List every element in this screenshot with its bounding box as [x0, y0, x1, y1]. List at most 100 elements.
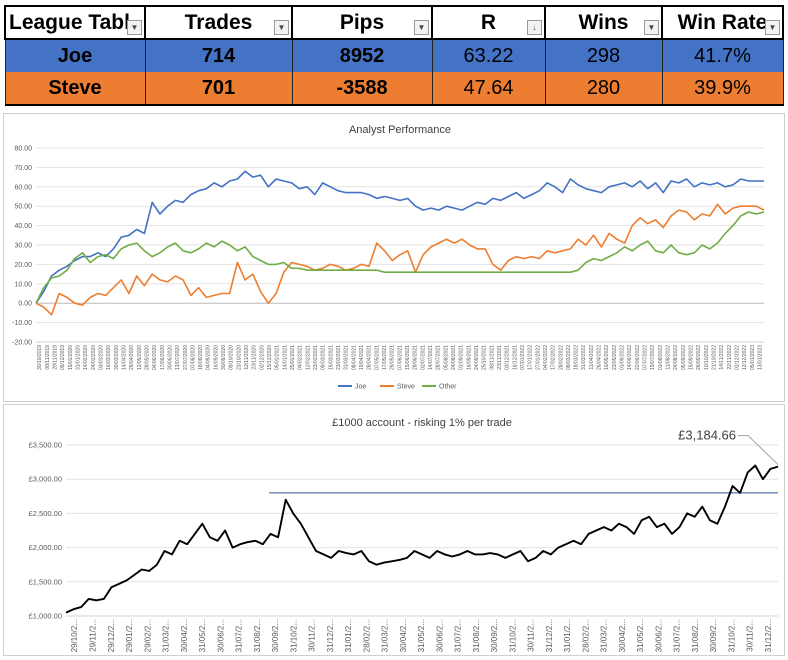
x-tick-label: 31/05/2...: [198, 619, 207, 652]
x-tick-label: 28/06/2021: [413, 345, 419, 370]
x-tick-label: 29/02/2...: [143, 619, 152, 652]
x-tick-label: 02/12/2022: [735, 345, 741, 370]
x-tick-label: 23/11/2020: [252, 345, 258, 370]
x-tick-label: 28/02/2...: [362, 619, 371, 652]
x-tick-label: 26/09/2022: [696, 345, 702, 370]
x-tick-label: 31/10/2...: [727, 619, 736, 652]
y-tick-label: £2,000.00: [29, 543, 62, 552]
header-pips: Pips ▼: [291, 5, 433, 40]
x-tick-label: 31/10/2...: [289, 619, 298, 652]
x-tick-label: 10/10/2022: [704, 345, 710, 370]
x-tick-label: 15/03/2021: [328, 345, 334, 370]
x-tick-label: 22/11/2022: [727, 345, 733, 370]
series-line-joe: [35, 170, 764, 304]
dropdown-arrow-icon[interactable]: ▼: [644, 20, 659, 35]
x-tick-label: 25/10/2021: [482, 345, 488, 370]
y-tick-label: 50.00: [14, 204, 32, 211]
x-tick-label: 15/12/2020: [267, 345, 273, 370]
cell-win-rate: 39.9%: [661, 72, 784, 106]
x-tick-label: 31/08/2...: [253, 619, 262, 652]
x-tick-label: 07/08/2020: [190, 345, 196, 370]
x-tick-label: 14/11/2022: [719, 345, 725, 370]
x-tick-label: 31/03/2...: [381, 619, 390, 652]
annotation-label: £3,184.66: [678, 428, 736, 443]
x-tick-label: 26/04/2022: [597, 345, 603, 370]
cell-trades: 701: [144, 72, 293, 106]
x-tick-label: 17/01/2022: [528, 345, 534, 370]
cell-r: 63.22: [431, 39, 546, 72]
analyst-performance-chart[interactable]: Analyst Performance 80.00 70.00 60.00 50.00 4…: [3, 113, 785, 402]
x-tick-label: 30/06/2...: [435, 619, 444, 652]
x-tick-label: 07/07/2022: [643, 345, 649, 370]
header-wins: Wins ▼: [544, 5, 663, 40]
dropdown-arrow-icon[interactable]: ▼: [274, 20, 289, 35]
y-tick-label: 60.00: [14, 184, 32, 191]
x-tick-label: 10/05/2022: [604, 345, 610, 370]
x-tick-label: 17/02/2022: [551, 345, 557, 370]
x-tick-label: 13/01/2023: [757, 345, 763, 370]
x-tick-label: 16/12/2021: [512, 345, 518, 370]
x-tick-label: 02/07/2021: [420, 345, 426, 370]
y-tick-label: 0.00: [18, 301, 32, 308]
x-tick-label: 25/01/2021: [290, 345, 296, 370]
x-tick-label: 01/06/2022: [620, 345, 626, 370]
dropdown-arrow-icon[interactable]: ▼: [414, 20, 429, 35]
y-tick-label: 70.00: [14, 165, 32, 172]
x-tick-label: 31/05/2...: [636, 619, 645, 652]
y-tick-label: £3,500.00: [29, 441, 62, 450]
league-header-row: League Tabl ▼ Trades ▼ Pips ▼ R ↓ Wins ▼ Win …: [4, 5, 784, 40]
table-row: Joe 714 8952 63.22 298 41.7%: [4, 39, 784, 72]
x-tick-label: 30/09/2020: [221, 345, 227, 370]
cell-wins: 298: [544, 39, 663, 72]
y-tick-label: £3,000.00: [29, 475, 62, 484]
annotation-leader-line: [738, 435, 779, 465]
x-tick-label: 29/12/2...: [107, 619, 116, 652]
x-tick-label: 09/12/2019: [60, 345, 66, 370]
x-tick-label: 31/12/2...: [764, 619, 773, 652]
chart-title: £1000 account - risking 1% per trade: [332, 417, 512, 429]
y-tick-label: 40.00: [14, 223, 32, 230]
header-name: League Tabl ▼: [4, 5, 146, 40]
dropdown-arrow-icon[interactable]: ▼: [765, 20, 780, 35]
x-tick-label: 31/07/2...: [454, 619, 463, 652]
analyst-performance-svg: Analyst Performance 80.00 70.00 60.00 50.00 4…: [12, 124, 765, 391]
x-tick-label: 31/10/2...: [508, 619, 517, 652]
x-tick-label: 23/03/2021: [336, 345, 342, 370]
x-tick-label: 31/08/2...: [472, 619, 481, 652]
x-tick-label: 26/05/2021: [390, 345, 396, 370]
y-tick-label: -20.00: [12, 340, 32, 347]
x-tick-label: 31/01/2...: [563, 619, 572, 652]
y-tick-label: £2,500.00: [29, 509, 62, 518]
x-tick-label: 30/04/2...: [180, 619, 189, 652]
x-tick-label: 07/06/2021: [397, 345, 403, 370]
x-tick-label: 24/09/2021: [474, 345, 480, 370]
x-tick-label: 23/11/2021: [497, 345, 503, 370]
x-tick-label: 28/02/2022: [558, 345, 564, 370]
x-tick-label: 22/06/2022: [635, 345, 641, 370]
x-tick-label: 08/04/2021: [351, 345, 357, 370]
legend-label: Steve: [397, 384, 415, 391]
sort-descending-icon[interactable]: ↓: [527, 20, 542, 35]
x-tick-label: 30/06/2...: [216, 619, 225, 652]
legend-label: Other: [439, 384, 457, 391]
x-tick-label: 28/02/2...: [581, 619, 590, 652]
cell-win-rate: 41.7%: [661, 39, 784, 72]
x-tick-label: 14/01/2021: [282, 345, 288, 370]
x-tick-label: 29/10/2...: [70, 619, 79, 652]
x-tick-label: 18/08/2020: [198, 345, 204, 370]
x-tick-label: 24/02/2020: [91, 345, 97, 370]
x-tick-label: 08/11/2019: [45, 345, 51, 370]
x-tick-label: 17/05/2021: [382, 345, 388, 370]
x-tick-label: 28/04/2021: [367, 345, 373, 370]
header-trades: Trades ▼: [144, 5, 293, 40]
x-tick-label: 23/10/2020: [236, 345, 242, 370]
x-tick-label: 04/09/2020: [206, 345, 212, 370]
y-tick-label: 30.00: [14, 243, 32, 250]
x-tick-label: 12/05/2020: [137, 345, 143, 370]
y-tick-label: £1,500.00: [29, 577, 62, 586]
cell-name: Steve: [4, 72, 146, 106]
x-tick-label: 30/10/2019: [37, 345, 43, 370]
dropdown-arrow-icon[interactable]: ▼: [127, 20, 142, 35]
x-tick-label: 31/01/2...: [344, 619, 353, 652]
account-growth-chart[interactable]: £1000 account - risking 1% per trade £3,5…: [3, 404, 785, 656]
